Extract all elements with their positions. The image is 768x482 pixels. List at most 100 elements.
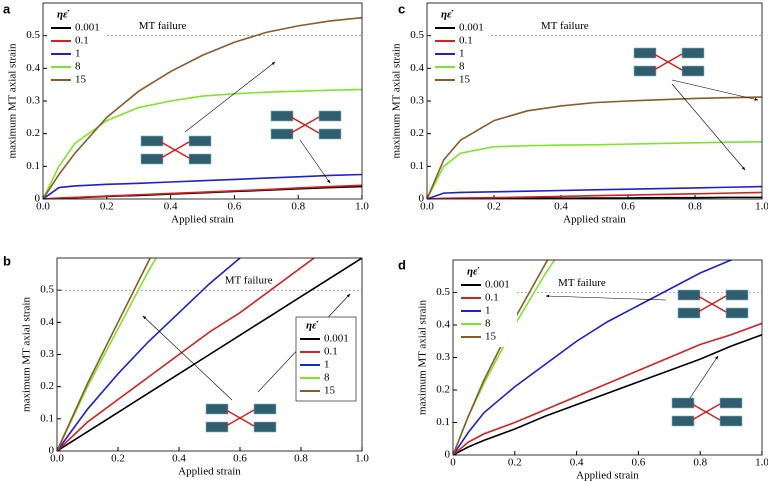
microtubule-block (140, 135, 164, 147)
legend-box (47, 6, 107, 90)
legend-label: 0.001 (485, 279, 510, 291)
arrow (545, 294, 667, 301)
annotation: MT failure (541, 20, 589, 32)
series-line (427, 141, 762, 199)
microtubule-block (188, 153, 212, 165)
series-line (427, 191, 762, 199)
series-line (453, 260, 734, 455)
annotation: MT failure (225, 275, 273, 287)
x-tick-label: 0.0 (420, 201, 434, 213)
legend-label: 8 (459, 61, 465, 73)
y-tick-label: 0.3 (410, 95, 424, 107)
x-tick-label: 0.4 (570, 457, 584, 469)
series-line (57, 258, 152, 451)
x-axis-label: Applied strain (563, 214, 626, 226)
y-tick-label: 0.1 (26, 160, 40, 172)
series-line (43, 184, 362, 199)
x-tick-label: 1.0 (755, 457, 768, 469)
legend-title: ηε̇ (467, 266, 480, 278)
legend-label: 0.1 (75, 35, 89, 47)
legend-title: ηε̇ (57, 9, 70, 21)
y-tick-label: 0.2 (436, 384, 450, 396)
x-tick-label: 1.0 (355, 453, 369, 465)
legend-label: 15 (75, 74, 87, 86)
x-tick-label: 0.2 (111, 453, 125, 465)
molecule-inset (677, 289, 749, 319)
y-axis-label: maximum MT axial strain (391, 43, 403, 158)
series-line (427, 185, 762, 199)
series-line (43, 173, 362, 199)
annotation: MT failure (139, 20, 187, 32)
y-tick-label: 0.2 (26, 127, 40, 139)
x-tick-label: 1.0 (355, 201, 369, 213)
x-tick-label: 0.4 (164, 201, 178, 213)
y-tick-label: 0.5 (26, 29, 40, 41)
legend-label: 0.001 (75, 22, 100, 34)
y-tick-label: 0.1 (40, 412, 54, 424)
x-axis-label: Applied strain (178, 466, 241, 478)
x-tick-label: 0.6 (632, 457, 646, 469)
plot-frame (42, 2, 363, 200)
y-tick-label: 0 (49, 445, 55, 457)
arrow (299, 139, 331, 184)
x-tick-label: 0.4 (554, 201, 568, 213)
y-tick-label: 0.3 (40, 348, 54, 360)
legend-label: 15 (324, 385, 336, 397)
microtubule-block (677, 289, 701, 301)
x-tick-label: 0 (450, 457, 456, 469)
microtubule-block (270, 128, 294, 140)
plot-frame (56, 257, 363, 452)
molecule-inset (633, 47, 705, 77)
panel-label: a (3, 1, 11, 16)
microtubule-block (270, 110, 294, 122)
legend-label: 1 (324, 359, 330, 371)
crosslinker (160, 141, 190, 159)
series-line (453, 333, 762, 455)
legend-label: 8 (324, 372, 330, 384)
microtubule-block (681, 47, 705, 59)
microtubule-block (671, 415, 695, 427)
microtubule-block (140, 153, 164, 165)
y-tick-label: 0.4 (436, 319, 450, 331)
y-axis-label: maximum MT axial strain (21, 297, 33, 412)
microtubule-block (633, 65, 657, 77)
arrow (689, 355, 719, 399)
microtubule-block (253, 421, 277, 433)
y-tick-label: 0.5 (410, 29, 424, 41)
crosslinker (290, 116, 320, 134)
crosslinker (653, 53, 683, 71)
series-line (453, 260, 549, 455)
arrow (671, 79, 759, 101)
y-tick-label: 0.2 (40, 380, 54, 392)
series-line (57, 258, 316, 451)
legend-box (295, 316, 357, 402)
x-tick-label: 0.0 (50, 453, 64, 465)
arrow (184, 61, 276, 133)
x-axis-label: Applied strain (576, 470, 639, 482)
y-tick-label: 0.4 (40, 316, 54, 328)
legend-label: 0.1 (459, 35, 473, 47)
legend-label: 0.1 (324, 346, 338, 358)
y-tick-label: 0.5 (436, 286, 450, 298)
annotation: MT failure (558, 277, 606, 289)
series-line (453, 322, 762, 455)
microtubule-block (318, 128, 342, 140)
y-tick-label: 0.1 (410, 160, 424, 172)
crosslinker (691, 403, 721, 421)
legend-label: 8 (75, 61, 81, 73)
series-line (453, 260, 556, 455)
microtubule-block (719, 397, 743, 409)
x-tick-label: 0.2 (100, 201, 114, 213)
microtubule-block (188, 135, 212, 147)
legend-label: 0.001 (459, 22, 484, 34)
x-tick-label: 0.8 (294, 453, 308, 465)
microtubule-block (681, 65, 705, 77)
microtubule-block (633, 47, 657, 59)
legend-label: 15 (485, 331, 497, 343)
x-tick-label: 0.6 (621, 201, 635, 213)
series-line (427, 96, 762, 199)
legend-box (431, 6, 491, 90)
y-axis-label: maximum MT axial strain (417, 300, 429, 415)
legend-title: ηε̇ (306, 320, 319, 332)
